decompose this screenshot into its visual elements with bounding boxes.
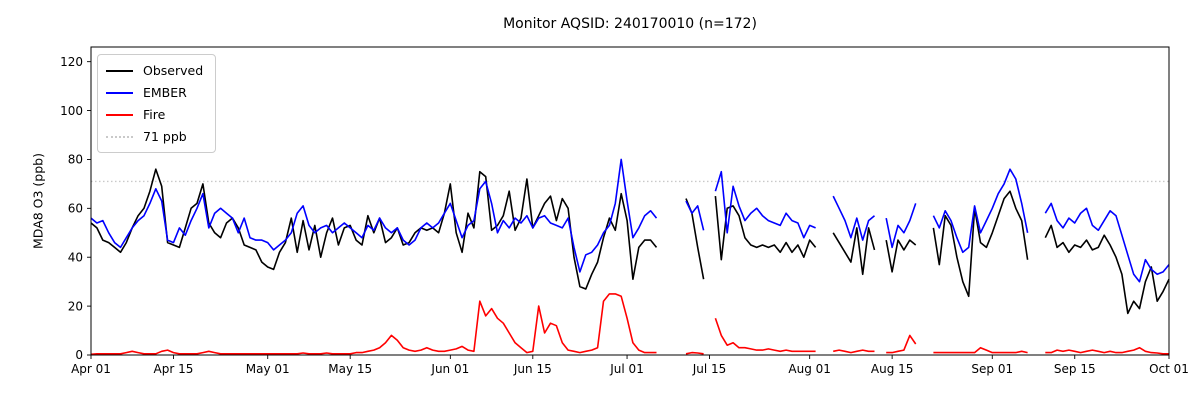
legend-item-ember: EMBER	[106, 85, 203, 100]
y-tick-label: 80	[68, 153, 83, 167]
x-tick-label: Apr 15	[154, 362, 194, 376]
x-tick-label: Aug 01	[788, 362, 831, 376]
fire-line	[90, 293, 1169, 356]
x-tick-label: May 01	[246, 362, 290, 376]
legend-item-observed: Observed	[106, 63, 203, 78]
legend-label-fire: Fire	[143, 107, 166, 122]
y-tick-label: 0	[75, 348, 83, 362]
y-tick-label: 120	[60, 55, 83, 69]
x-tick-label: Jun 15	[513, 362, 552, 376]
x-tick-label: Oct 01	[1149, 362, 1189, 376]
legend-label-ember: EMBER	[143, 85, 187, 100]
x-tick-label: Sep 01	[971, 362, 1013, 376]
threshold-line-sample	[106, 135, 133, 138]
legend-item-threshold: 71 ppb	[106, 129, 203, 144]
legend: Observed EMBER Fire 71 ppb	[97, 54, 217, 153]
observed-line	[90, 168, 1170, 315]
x-tick-label: Jul 15	[692, 362, 727, 376]
ember-line-sample	[106, 91, 133, 94]
y-tick-label: 60	[68, 202, 83, 216]
x-tick-label: Apr 01	[71, 362, 111, 376]
x-tick-label: Jul 01	[609, 362, 644, 376]
x-tick-label: Sep 15	[1054, 362, 1096, 376]
legend-label-observed: Observed	[143, 63, 204, 78]
observed-line-sample	[106, 69, 133, 72]
legend-item-fire: Fire	[106, 107, 203, 122]
axes-frame	[90, 46, 1170, 356]
y-tick-label: 40	[68, 250, 83, 264]
chart-title: Monitor AQSID: 240170010 (n=172)	[503, 16, 757, 32]
x-tick-label: May 15	[328, 362, 372, 376]
y-tick-label: 100	[60, 104, 83, 118]
x-tick-label: Aug 15	[871, 362, 914, 376]
x-tick-label: Jun 01	[430, 362, 469, 376]
y-tick-label: 20	[68, 299, 83, 313]
legend-label-threshold: 71 ppb	[143, 129, 187, 144]
ember-line	[90, 158, 1170, 283]
fire-line-sample	[106, 113, 133, 116]
